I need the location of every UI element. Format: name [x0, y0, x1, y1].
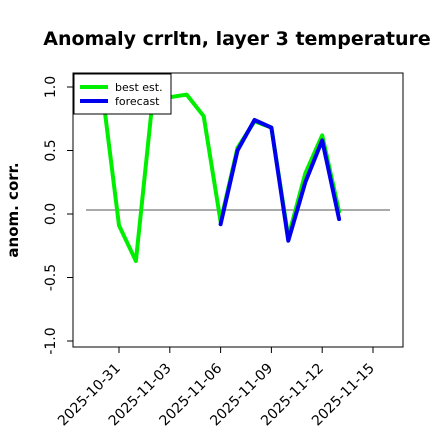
- y-tick-label: 0.5: [43, 139, 59, 161]
- legend-box: [73, 73, 172, 115]
- y-axis: -1.0 -0.5 0.0 0.5 1.0: [43, 76, 73, 355]
- y-tick-label: -0.5: [43, 264, 59, 291]
- series-layer: [100, 87, 342, 263]
- y-tick-label: 0.0: [43, 203, 59, 225]
- legend-label: forecast: [115, 95, 160, 108]
- y-tick-label: 1.0: [43, 76, 59, 98]
- legend: best est.forecast: [73, 73, 172, 115]
- x-axis: 2025-10-312025-11-032025-11-062025-11-09…: [55, 347, 378, 429]
- y-tick-label: -1.0: [43, 327, 59, 354]
- plot-frame: [72, 72, 404, 348]
- series-line-best-est: [100, 87, 342, 263]
- series-line-forecast: [218, 118, 342, 243]
- y-axis-label: anom. corr.: [4, 162, 22, 257]
- legend-label: best est.: [115, 81, 163, 94]
- chart-title: Anomaly crrltn, layer 3 temperature: [43, 28, 431, 50]
